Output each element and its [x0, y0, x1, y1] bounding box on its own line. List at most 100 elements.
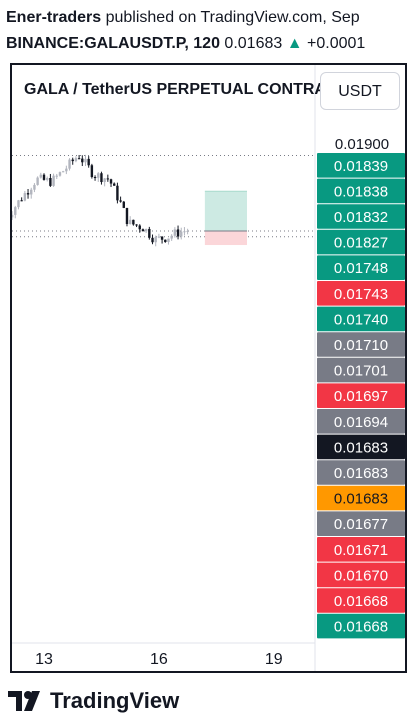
bull-candle: [58, 172, 62, 176]
bull-candle: [154, 237, 157, 243]
symbol-info: BINANCE:GALAUSDT.P, 120 0.01683 ▲ +0.000…: [6, 34, 365, 54]
price-label-text: 0.01670: [334, 567, 388, 584]
published-text: published on TradingView.com, Sep: [101, 9, 360, 26]
price-label-text: 0.01668: [334, 593, 388, 610]
publish-info: Ener-traders published on TradingView.co…: [6, 8, 360, 28]
price-label-box: [317, 229, 405, 255]
bear-candle: [81, 158, 84, 163]
bear-candle: [148, 228, 151, 238]
time-tick-label: 16: [150, 651, 168, 668]
price-label-box: [317, 306, 405, 332]
price-label-box: [317, 588, 405, 613]
bear-candle: [71, 159, 74, 162]
price-label-text: 0.01671: [334, 542, 388, 559]
bull-candle: [12, 214, 14, 218]
bull-candle: [33, 184, 36, 190]
bull-candle: [61, 171, 65, 173]
bull-candle: [180, 231, 183, 237]
price-label-text: 0.01677: [334, 516, 388, 533]
bear-candle: [109, 179, 113, 184]
chart-title: GALA / TetherUS PERPETUAL CONTRACT: [24, 81, 324, 98]
bear-candle: [160, 236, 164, 240]
price-label-text: 0.01683: [334, 439, 388, 456]
bull-candle: [84, 158, 87, 163]
bear-candle: [135, 224, 138, 226]
price-label-box: [317, 255, 405, 280]
bull-candle: [68, 159, 71, 169]
price-change: +0.0001: [307, 35, 366, 52]
bear-candle: [138, 225, 141, 230]
price-label-box: [317, 562, 405, 588]
bull-candle: [103, 178, 106, 183]
price-label-box: [317, 281, 405, 306]
time-tick-label: 19: [265, 651, 283, 668]
price-label-text: 0.01748: [334, 260, 388, 277]
price-label-box: [317, 332, 405, 357]
tradingview-brand[interactable]: TradingView: [8, 688, 179, 714]
bear-candle: [77, 158, 81, 160]
price-label-box: [317, 537, 405, 562]
bear-candle: [141, 229, 145, 232]
bull-candle: [52, 175, 55, 186]
price-label-text: 0.01838: [334, 183, 388, 200]
bull-candle: [17, 200, 20, 208]
bear-candle: [116, 185, 119, 201]
bull-candle: [186, 230, 189, 232]
bull-candle: [36, 177, 39, 185]
currency-button[interactable]: USDT: [320, 72, 400, 110]
bear-candle: [106, 178, 110, 180]
bear-candle: [93, 177, 97, 179]
price-label-text: 0.01839: [334, 158, 388, 175]
chart-canvas[interactable]: 13 16 19 0.01900 0.01839 0.01838 0.01832 0.0182…: [12, 65, 407, 673]
last-price: 0.01683: [224, 35, 283, 52]
bull-candle: [97, 173, 100, 178]
price-axis-top-label: 0.01900: [335, 136, 389, 153]
price-label-text: 0.01701: [334, 363, 388, 380]
price-label-box: [317, 511, 405, 536]
author-name[interactable]: Ener-traders: [6, 9, 102, 26]
price-label-text: 0.01694: [334, 414, 388, 431]
brand-name: TradingView: [50, 688, 180, 713]
bull-candle: [65, 168, 68, 172]
bear-candle: [26, 193, 30, 195]
bear-candle: [20, 200, 23, 202]
price-label-box: [317, 434, 405, 460]
chart-frame[interactable]: 13 16 19 0.01900 0.01839 0.01838 0.01832 0.0182…: [10, 63, 407, 673]
stop-zone: [204, 230, 247, 246]
price-label-box: [317, 178, 405, 204]
bear-candle: [176, 229, 180, 237]
price-label-text: 0.01683: [334, 491, 388, 508]
bull-candle: [183, 231, 186, 233]
price-label-text: 0.01710: [334, 337, 388, 354]
bull-candle: [144, 228, 148, 232]
bull-candle: [170, 235, 173, 239]
bear-candle: [87, 158, 90, 166]
bull-candle: [30, 189, 33, 195]
bear-candle: [119, 200, 122, 202]
target-zone: [204, 191, 247, 231]
bear-candle: [90, 165, 94, 178]
bull-candle: [23, 193, 27, 201]
bear-candle: [122, 201, 125, 208]
bear-candle: [125, 207, 129, 224]
price-label-text: 0.01827: [334, 235, 388, 252]
price-label-text: 0.01740: [334, 311, 388, 328]
price-label-text: 0.01683: [334, 465, 388, 482]
bull-candle: [14, 207, 17, 215]
bull-candle: [39, 174, 43, 178]
change-arrow-icon: ▲: [286, 35, 303, 52]
bull-candle: [55, 175, 58, 177]
bull-candle: [128, 219, 132, 224]
price-label-text: 0.01668: [334, 619, 388, 636]
price-label-text: 0.01743: [334, 286, 388, 303]
bull-candle: [173, 229, 177, 236]
bear-candle: [49, 178, 52, 186]
bear-candle: [113, 183, 116, 186]
bear-candle: [100, 173, 103, 183]
price-label-box: [317, 613, 405, 639]
bear-candle: [42, 174, 46, 180]
price-label-box: [317, 460, 405, 485]
price-label-box: [317, 409, 405, 434]
time-tick-label: 13: [35, 651, 53, 668]
bull-candle: [74, 158, 78, 162]
